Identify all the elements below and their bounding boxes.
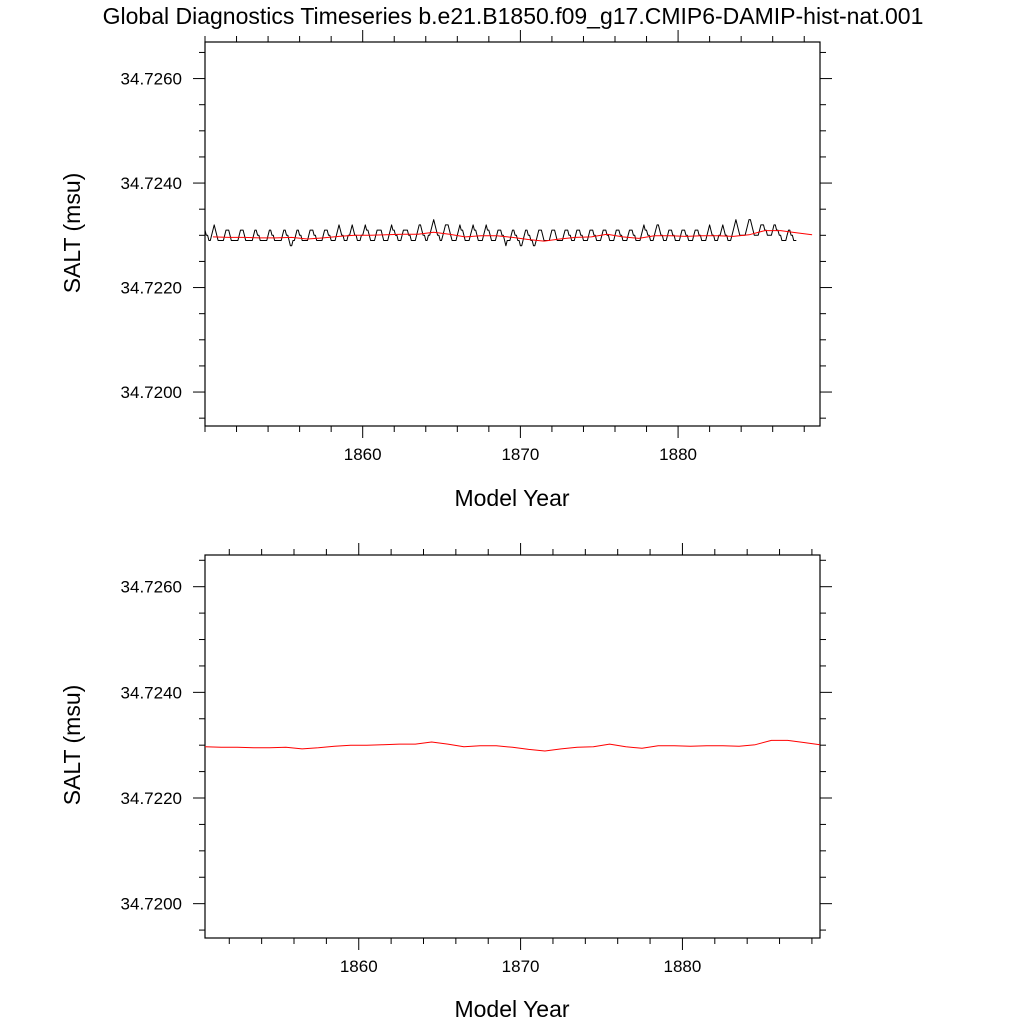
y-axis-label: SALT (msu) — [59, 173, 85, 294]
x-tick-label: 1860 — [340, 957, 378, 976]
y-tick-label: 34.7200 — [121, 895, 182, 914]
y-axis-label: SALT (msu) — [59, 685, 85, 806]
y-tick-label: 34.7260 — [121, 70, 182, 89]
tick-labels: 1860 1870 1880 34.7200 34.7220 34.7240 34.7260 — [121, 578, 702, 976]
plot-frame — [204, 554, 821, 939]
x-tick-label: 1870 — [502, 957, 540, 976]
series-group — [204, 219, 813, 247]
annual-series-line — [204, 739, 821, 752]
axis-ticks — [193, 543, 832, 950]
x-tick-label: 1880 — [659, 445, 697, 464]
tick-labels: 1860 1870 1880 34.7200 34.7220 34.7240 34.7260 — [121, 70, 697, 464]
x-tick-label: 1870 — [501, 445, 539, 464]
axis-ticks — [193, 30, 832, 438]
annual-series-line — [212, 230, 813, 242]
y-tick-label: 34.7220 — [121, 789, 182, 808]
series-group — [204, 739, 821, 752]
panel-top: 1860 1870 1880 34.7200 34.7220 34.7240 34.7260… — [59, 30, 832, 511]
y-tick-label: 34.7220 — [121, 279, 182, 298]
y-tick-label: 34.7240 — [121, 174, 182, 193]
figure-title: Global Diagnostics Timeseries b.e21.B185… — [103, 3, 924, 29]
panel-bottom: 1860 1870 1880 34.7200 34.7220 34.7240 34.7260… — [59, 543, 832, 1022]
y-tick-label: 34.7240 — [121, 683, 182, 702]
x-tick-label: 1880 — [664, 957, 702, 976]
y-tick-label: 34.7200 — [121, 383, 182, 402]
y-tick-label: 34.7260 — [121, 578, 182, 597]
x-axis-label: Model Year — [454, 996, 569, 1022]
x-axis-label: Model Year — [454, 485, 569, 511]
plot-frame — [204, 41, 821, 427]
monthly-series-line — [204, 219, 797, 247]
x-tick-label: 1860 — [344, 445, 382, 464]
